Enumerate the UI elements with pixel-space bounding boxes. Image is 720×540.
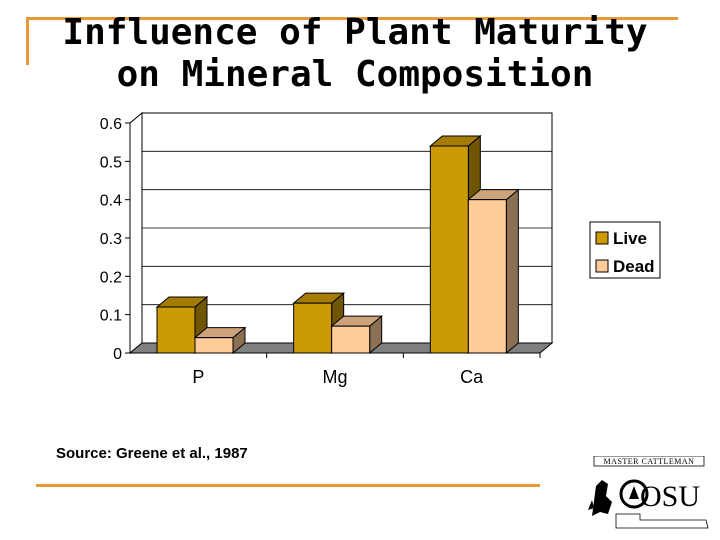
- master-cattleman-osu-logo: MASTER CATTLEMAN OSU: [588, 456, 709, 529]
- title-left-rule: [26, 17, 29, 65]
- y-tick-label: 0: [113, 346, 122, 363]
- legend-swatch-live: [595, 231, 609, 245]
- x-tick-label: Ca: [460, 367, 484, 387]
- bar-side-dead-ca: [505, 188, 519, 355]
- y-tick-label: 0.5: [100, 154, 122, 171]
- y-tick-label: 0.2: [100, 269, 122, 286]
- legend-label-dead: Dead: [613, 257, 655, 276]
- y-tick-label: 0.4: [100, 193, 122, 210]
- bar-live-p: [156, 306, 196, 354]
- bar-dead-p: [194, 337, 234, 354]
- bar-dead-mg: [331, 325, 371, 354]
- bar-dead-ca: [467, 199, 507, 354]
- bar-live-mg: [293, 302, 333, 354]
- slide-title: Influence of Plant Maturity on Mineral C…: [62, 12, 648, 95]
- bottom-rule: [36, 484, 540, 487]
- source-citation: Source: Greene et al., 1987: [56, 445, 248, 462]
- legend-label-live: Live: [613, 229, 647, 248]
- logo-main-text: OSU: [640, 480, 700, 513]
- title-top-rule: [26, 17, 678, 20]
- logo-top-text: MASTER CATTLEMAN: [604, 457, 695, 466]
- y-tick-label: 0.6: [100, 116, 122, 133]
- y-tick-label: 0.1: [100, 308, 122, 325]
- x-tick-label: Mg: [322, 367, 347, 387]
- y-tick-label: 0.3: [100, 231, 122, 248]
- chart-side-wall: [129, 111, 143, 355]
- legend-swatch-dead: [595, 259, 609, 273]
- bar-live-ca: [429, 145, 469, 354]
- x-tick-label: P: [192, 367, 204, 387]
